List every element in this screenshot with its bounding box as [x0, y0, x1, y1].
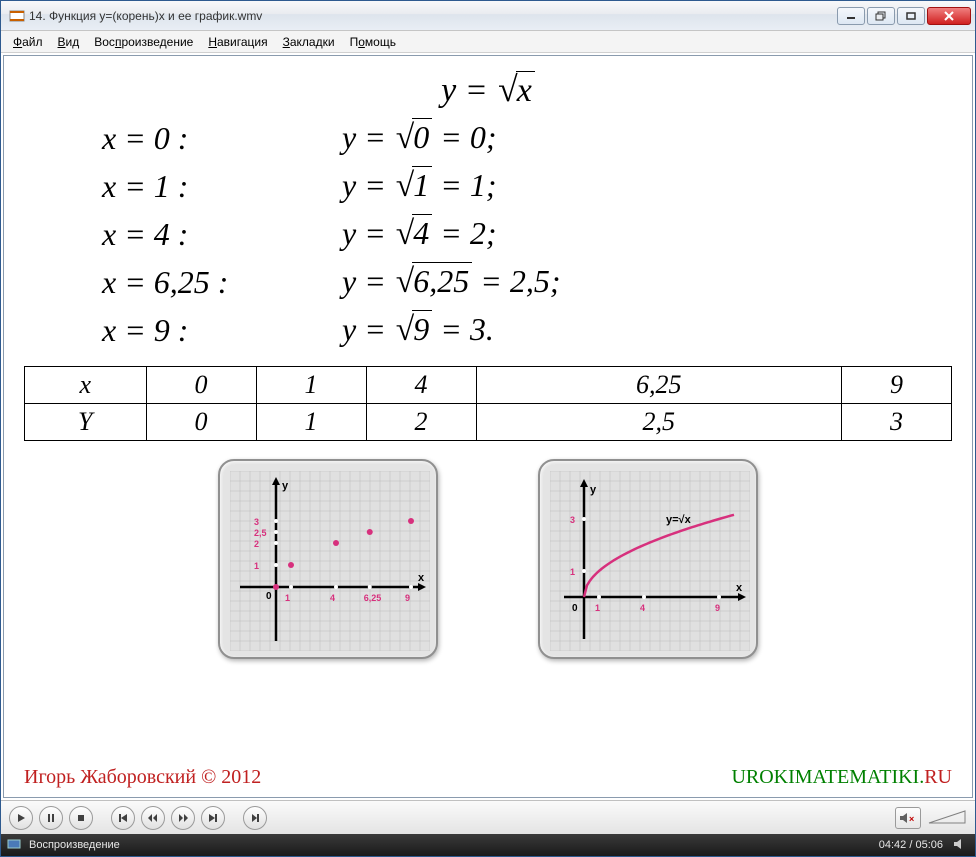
svg-text:0: 0: [572, 603, 578, 614]
table-cell: Y: [25, 404, 147, 441]
svg-text:4: 4: [330, 593, 335, 603]
calc-y-9: y = 9 = 3.: [342, 311, 494, 349]
calc-x-0: x = 0 :: [102, 120, 342, 157]
minimize-button[interactable]: [837, 7, 865, 25]
skip-start-button[interactable]: [111, 806, 135, 830]
scatter-chart: y x 0 1 22,53 1 4 6,25 9: [218, 459, 438, 659]
calc-y-0: y = 0 = 0;: [342, 119, 496, 157]
svg-text:×: ×: [909, 814, 914, 824]
calc-x-9: x = 9 :: [102, 312, 342, 349]
window-title: 14. Функция y=(корень)x и ее график.wmv: [29, 9, 837, 23]
video-content: y = x x = 0 : y = 0 = 0; x = 1 : y = 1 =…: [3, 55, 973, 798]
table-cell: 0: [146, 367, 256, 404]
stop-button[interactable]: [69, 806, 93, 830]
restore-button[interactable]: [867, 7, 895, 25]
speaker-icon[interactable]: [953, 837, 969, 854]
menubar: Файл Вид Воспроизведение Навигация Закла…: [1, 31, 975, 53]
calc-y-4: y = 4 = 2;: [342, 215, 496, 253]
svg-text:6,25: 6,25: [364, 593, 382, 603]
svg-text:2: 2: [254, 539, 259, 549]
data-table: x 0 1 4 6,25 9 Y 0 1 2 2,5 3: [24, 366, 952, 441]
calc-y-1: y = 1 = 1;: [342, 167, 496, 205]
table-cell: 2: [366, 404, 476, 441]
svg-text:3: 3: [570, 515, 575, 525]
svg-text:9: 9: [715, 603, 720, 613]
svg-text:y: y: [590, 484, 597, 496]
statusbar: Воспроизведение 04:42 / 05:06: [1, 834, 975, 856]
curve-chart: y x 0 y=√x 1 3 1 4 9: [538, 459, 758, 659]
svg-text:1: 1: [285, 593, 290, 603]
status-icon: [7, 837, 23, 854]
time-display: 04:42 / 05:06: [879, 839, 943, 851]
media-player-window: 14. Функция y=(корень)x и ее график.wmv …: [0, 0, 976, 857]
svg-text:3: 3: [254, 517, 259, 527]
charts-row: yx0122,53146,259 yx0y=√x13149: [24, 459, 952, 659]
table-cell: 2,5: [476, 404, 841, 441]
site-url: UROKIMATEMATIKI.RU: [731, 766, 952, 789]
table-row: Y 0 1 2 2,5 3: [25, 404, 952, 441]
forward-button[interactable]: [171, 806, 195, 830]
author-text: Игорь Жаборовский © 2012: [24, 766, 261, 789]
svg-text:x: x: [736, 582, 743, 594]
step-button[interactable]: [243, 806, 267, 830]
svg-text:y=√x: y=√x: [666, 514, 692, 526]
svg-text:0: 0: [266, 591, 272, 602]
svg-text:x: x: [418, 572, 425, 584]
close-button[interactable]: [927, 7, 971, 25]
table-cell: 1: [256, 367, 366, 404]
calculations: x = 0 : y = 0 = 0; x = 1 : y = 1 = 1; x …: [102, 114, 952, 354]
calc-y-625: y = 6,25 = 2,5;: [342, 263, 560, 301]
calc-x-625: x = 6,25 :: [102, 264, 342, 301]
credits: Игорь Жаборовский © 2012 UROKIMATEMATIKI…: [24, 766, 952, 789]
titlebar[interactable]: 14. Функция y=(корень)x и ее график.wmv: [1, 1, 975, 31]
app-icon: [9, 8, 25, 24]
maximize-button[interactable]: [897, 7, 925, 25]
mute-button[interactable]: ×: [895, 807, 921, 829]
window-buttons: [837, 7, 971, 25]
table-cell: 9: [841, 367, 951, 404]
calc-x-1: x = 1 :: [102, 168, 342, 205]
volume-slider[interactable]: [927, 809, 967, 827]
svg-text:1: 1: [595, 603, 600, 613]
table-cell: 3: [841, 404, 951, 441]
svg-text:y: y: [282, 480, 289, 492]
play-button[interactable]: [9, 806, 33, 830]
rewind-button[interactable]: [141, 806, 165, 830]
menu-file[interactable]: Файл: [7, 33, 49, 51]
playback-controls: ×: [1, 800, 975, 834]
menu-playback[interactable]: Воспроизведение: [88, 33, 199, 51]
pause-button[interactable]: [39, 806, 63, 830]
svg-text:4: 4: [640, 603, 645, 613]
main-formula: y = x: [24, 68, 952, 110]
svg-text:2,5: 2,5: [254, 528, 267, 538]
table-cell: 4: [366, 367, 476, 404]
svg-text:9: 9: [405, 593, 410, 603]
svg-text:1: 1: [570, 567, 575, 577]
calc-x-4: x = 4 :: [102, 216, 342, 253]
status-text: Воспроизведение: [29, 839, 879, 851]
skip-end-button[interactable]: [201, 806, 225, 830]
menu-navigation[interactable]: Навигация: [202, 33, 273, 51]
svg-text:1: 1: [254, 561, 259, 571]
table-cell: 1: [256, 404, 366, 441]
table-cell: 6,25: [476, 367, 841, 404]
table-cell: x: [25, 367, 147, 404]
table-row: x 0 1 4 6,25 9: [25, 367, 952, 404]
menu-view[interactable]: Вид: [52, 33, 86, 51]
menu-bookmarks[interactable]: Закладки: [277, 33, 341, 51]
menu-help[interactable]: Помощь: [344, 33, 402, 51]
table-cell: 0: [146, 404, 256, 441]
